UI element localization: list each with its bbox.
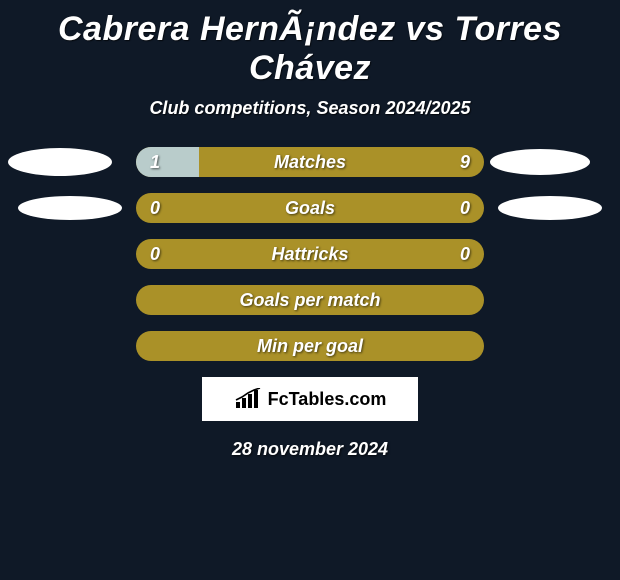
- stats-rows: Matches19Goals00Hattricks00Goals per mat…: [0, 147, 620, 361]
- stat-value-right: 0: [460, 193, 470, 223]
- date-text: 28 november 2024: [0, 439, 620, 460]
- stat-row: Matches1 9: [136, 147, 484, 177]
- brand-text: FcTables.com: [268, 389, 387, 410]
- player-right-badge: [490, 149, 590, 175]
- player-left-badge: [18, 196, 122, 220]
- stat-value-left: 0: [150, 193, 160, 223]
- brand-box[interactable]: FcTables.com: [202, 377, 418, 421]
- subtitle: Club competitions, Season 2024/2025: [0, 98, 620, 147]
- page-title: Cabrera HernÃ¡ndez vs Torres Chávez: [0, 6, 620, 98]
- stat-value-right: 9: [460, 147, 470, 177]
- stat-row: Goals per match: [136, 285, 484, 315]
- stat-label: Matches: [136, 147, 484, 177]
- stat-label: Goals: [136, 193, 484, 223]
- stat-row: Min per goal: [136, 331, 484, 361]
- stat-value-left: 0: [150, 239, 160, 269]
- stat-value-right: 0: [460, 239, 470, 269]
- stat-label: Goals per match: [136, 285, 484, 315]
- brand-chart-icon: [234, 388, 262, 410]
- stat-value-left: 1: [150, 147, 160, 177]
- stat-row: Goals0 0: [136, 193, 484, 223]
- stat-row: Hattricks0 0: [136, 239, 484, 269]
- player-right-badge: [498, 196, 602, 220]
- container: Cabrera HernÃ¡ndez vs Torres Chávez Club…: [0, 0, 620, 460]
- stat-label: Min per goal: [136, 331, 484, 361]
- player-left-badge: [8, 148, 112, 176]
- stat-label: Hattricks: [136, 239, 484, 269]
